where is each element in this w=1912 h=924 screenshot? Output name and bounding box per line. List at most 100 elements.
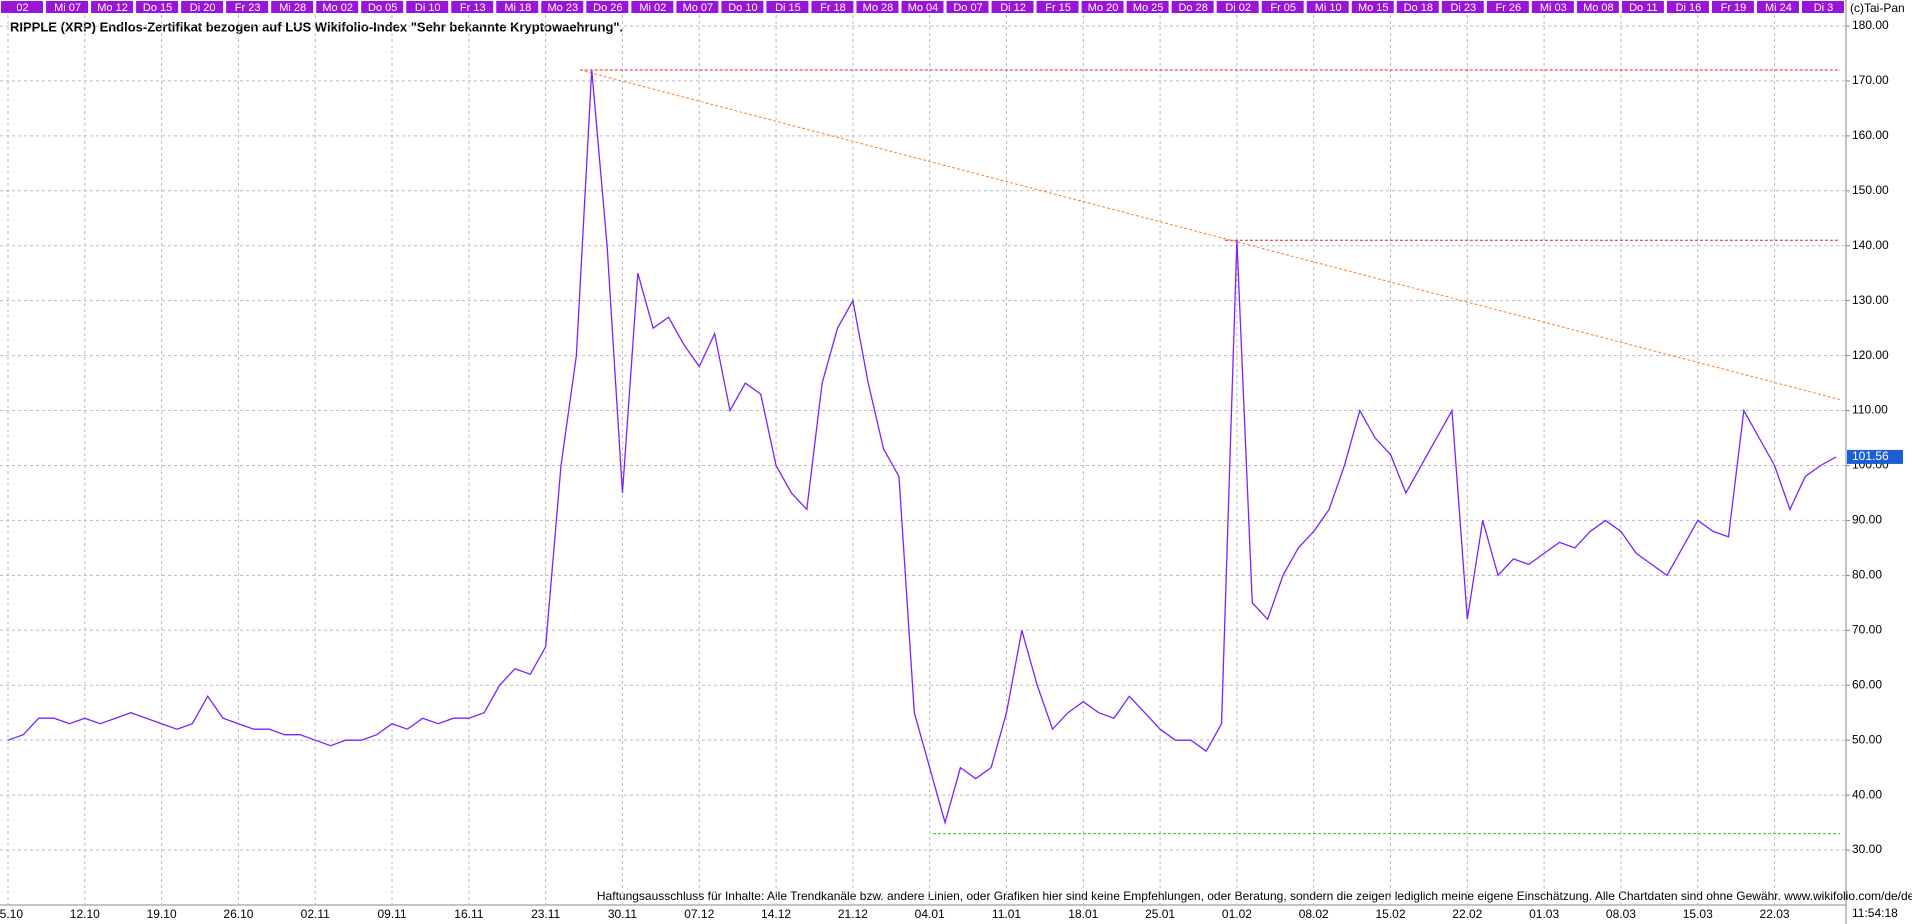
y-tick-label: 140.00 xyxy=(1852,238,1889,252)
y-tick-label: 60.00 xyxy=(1852,677,1882,691)
top-label: Mo 23 xyxy=(548,2,579,14)
top-label: Mo 08 xyxy=(1583,2,1614,14)
top-label: Mi 10 xyxy=(1315,2,1342,14)
disclaimer: Haftungsausschluss für Inhalte: Alle Tre… xyxy=(597,889,1912,903)
top-label-box xyxy=(1801,1,1844,13)
x-tick-label: 05.10 xyxy=(0,907,23,921)
x-tick-label: 11.01 xyxy=(992,907,1021,921)
top-label: Do 11 xyxy=(1629,2,1658,14)
x-tick-label: 21.12 xyxy=(838,907,868,921)
top-label-box xyxy=(811,1,854,13)
top-label: Di 10 xyxy=(415,2,441,14)
top-label: Di 12 xyxy=(1000,2,1026,14)
x-tick-label: 14.12 xyxy=(761,907,791,921)
top-label-box xyxy=(451,1,494,13)
top-label-box xyxy=(1531,1,1574,13)
top-label-box xyxy=(856,1,899,13)
top-label: Fr 18 xyxy=(820,2,846,14)
top-label: Mo 28 xyxy=(863,2,894,14)
top-label: Fr 13 xyxy=(460,2,486,14)
top-label-box xyxy=(91,1,134,13)
top-label: Di 16 xyxy=(1676,2,1702,14)
top-label-box xyxy=(181,1,224,13)
top-label-box xyxy=(136,1,179,13)
x-tick-label: 09.11 xyxy=(377,907,406,921)
x-tick-label: 30.11 xyxy=(608,907,637,921)
top-label: Di 3 xyxy=(1814,2,1834,14)
top-label: Mo 07 xyxy=(683,2,714,14)
top-label-box xyxy=(1441,1,1484,13)
top-label: Mi 03 xyxy=(1540,2,1567,14)
top-label-box xyxy=(406,1,449,13)
x-tick-label: 25.01 xyxy=(1145,907,1175,921)
chart-title: RIPPLE (XRP) Endlos-Zertifikat bezogen a… xyxy=(10,19,623,34)
last-value-label: 101.56 xyxy=(1852,449,1889,463)
y-tick-label: 30.00 xyxy=(1852,842,1882,856)
top-label-box xyxy=(271,1,314,13)
top-label: Mo 02 xyxy=(322,2,353,14)
x-tick-label: 15.03 xyxy=(1683,907,1713,921)
x-tick-label: 26.10 xyxy=(223,907,253,921)
top-label-box xyxy=(1261,1,1304,13)
top-label-box xyxy=(541,1,584,13)
top-label: Fr 05 xyxy=(1270,2,1296,14)
top-label: Di 15 xyxy=(775,2,801,14)
top-label: Mi 07 xyxy=(54,2,81,14)
top-label-box xyxy=(1126,1,1169,13)
top-label-box xyxy=(721,1,764,13)
top-label-box xyxy=(676,1,719,13)
top-label: Mi 02 xyxy=(639,2,666,14)
top-label: Mo 04 xyxy=(908,2,939,14)
top-label-box xyxy=(1576,1,1619,13)
x-tick-label: 01.02 xyxy=(1222,907,1252,921)
top-label-box xyxy=(631,1,674,13)
top-label: Fr 15 xyxy=(1045,2,1071,14)
top-label-box xyxy=(991,1,1034,13)
y-tick-label: 80.00 xyxy=(1852,568,1882,582)
top-label-box xyxy=(361,1,404,13)
top-label-box xyxy=(766,1,809,13)
top-label: 02 xyxy=(16,2,28,14)
x-tick-label: 12.10 xyxy=(70,907,100,921)
top-label: Di 23 xyxy=(1450,2,1476,14)
y-tick-label: 90.00 xyxy=(1852,513,1882,527)
top-label-box xyxy=(1171,1,1214,13)
x-tick-label: 04.01 xyxy=(915,907,945,921)
top-label: Mo 25 xyxy=(1133,2,1164,14)
x-tick-label: 08.02 xyxy=(1299,907,1329,921)
top-label-box xyxy=(1621,1,1664,13)
top-label: Fr 26 xyxy=(1495,2,1521,14)
top-label: Di 20 xyxy=(190,2,216,14)
top-label-box xyxy=(316,1,359,13)
top-label-box xyxy=(46,1,89,13)
x-tick-label: 23.11 xyxy=(531,907,560,921)
x-tick-label: 02.11 xyxy=(301,907,330,921)
top-label-box xyxy=(1396,1,1439,13)
y-tick-label: 180.00 xyxy=(1852,18,1889,32)
top-label: Fr 23 xyxy=(235,2,261,14)
y-tick-label: 70.00 xyxy=(1852,622,1882,636)
top-label: Do 26 xyxy=(593,2,622,14)
top-label-box xyxy=(496,1,539,13)
top-label: Mo 20 xyxy=(1088,2,1119,14)
x-tick-label: 01.03 xyxy=(1529,907,1559,921)
top-label: Do 15 xyxy=(143,2,172,14)
x-tick-label: 18.01 xyxy=(1068,907,1098,921)
x-tick-label: 07.12 xyxy=(684,907,714,921)
top-label: Mi 18 xyxy=(504,2,531,14)
price-line xyxy=(7,69,1837,826)
top-label-box xyxy=(1216,1,1259,13)
top-label-box xyxy=(1711,1,1754,13)
top-label-box xyxy=(1036,1,1079,13)
y-tick-label: 160.00 xyxy=(1852,128,1889,142)
y-tick-label: 150.00 xyxy=(1852,183,1889,197)
y-tick-label: 110.00 xyxy=(1852,403,1888,417)
x-tick-label: 22.03 xyxy=(1760,907,1790,921)
y-tick-label: 170.00 xyxy=(1852,73,1889,87)
top-label-box xyxy=(1351,1,1394,13)
top-label: Mi 28 xyxy=(279,2,306,14)
top-label: Do 07 xyxy=(953,2,982,14)
top-label-box xyxy=(1756,1,1799,13)
x-tick-label: 08.03 xyxy=(1606,907,1636,921)
